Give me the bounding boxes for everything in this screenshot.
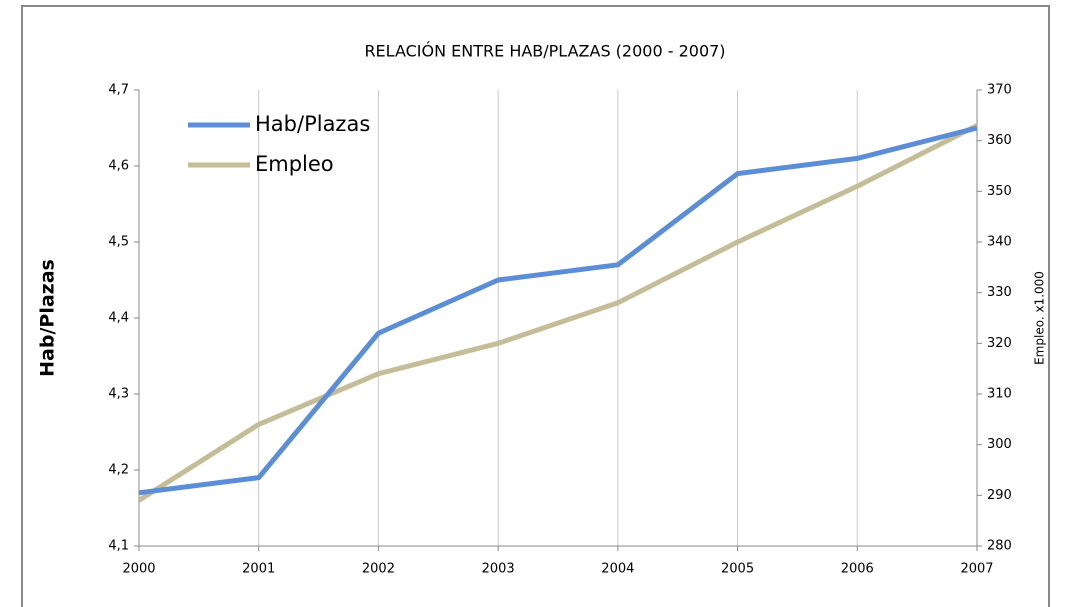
y-tick-label: 4,4 [108,311,129,326]
x-tick-label: 2000 [122,562,155,577]
y-tick-label: 4,2 [108,463,129,478]
series-line [138,125,978,496]
y2-axis-label: Empleo. x1.000 [1033,271,1047,365]
y2-tick-label: 320 [987,336,1012,351]
y-axis-label: Hab/Plazas [37,259,59,377]
y2-tick-label: 330 [987,285,1012,300]
x-tick-label: 2003 [482,562,515,577]
x-tick-label: 2002 [362,562,395,577]
chart-frame [21,5,1050,607]
x-tick-label: 2004 [601,562,634,577]
y2-tick-label: 300 [987,437,1012,452]
y-tick-label: 4,3 [108,387,129,402]
y-tick-label: 4,7 [108,83,129,98]
chart-title: RELACIÓN ENTRE HAB/PLAZAS (2000 - 2007) [364,42,725,61]
x-tick-label: 2005 [721,562,754,577]
y2-tick-label: 340 [987,235,1012,250]
y2-tick-label: 280 [987,539,1012,554]
y-tick-label: 4,1 [108,539,129,554]
y2-tick-label: 290 [987,488,1012,503]
x-tick-label: 2006 [841,562,874,577]
legend-label: Empleo [255,152,334,176]
y2-tick-label: 350 [987,184,1012,199]
y-tick-label: 4,5 [108,235,129,250]
y-tick-label: 4,6 [108,159,129,174]
y2-tick-label: 370 [987,83,1012,98]
x-tick-label: 2001 [242,562,275,577]
series-line [137,123,979,503]
legend-label: Hab/Plazas [255,112,370,136]
x-tick-label: 2007 [960,562,993,577]
y2-tick-label: 360 [987,133,1012,148]
y2-tick-label: 310 [987,387,1012,402]
